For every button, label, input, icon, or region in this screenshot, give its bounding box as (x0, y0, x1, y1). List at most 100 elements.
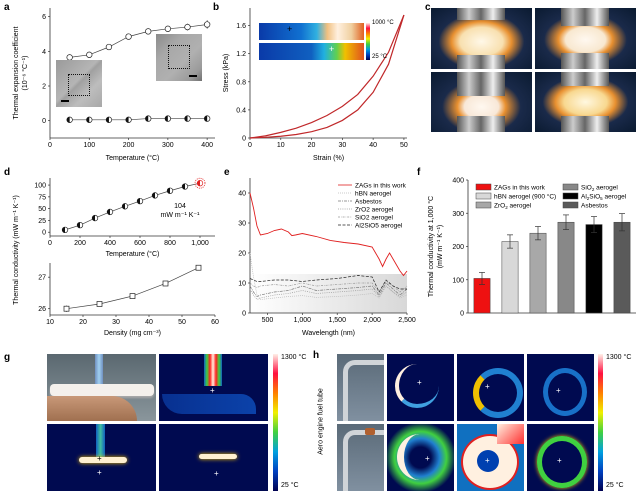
chart-d-bottom-x-tick-label: 50 (178, 319, 186, 326)
panel-label-b: b (213, 2, 220, 13)
chart-e-legend-label: SiO2 aerogel (355, 215, 393, 222)
chart-a-point (125, 33, 132, 40)
chart-f-legend-label: ZAGs in this work (494, 185, 546, 192)
chart-e-xlabel: Wavelength (nm) (302, 330, 355, 337)
chart-a-xlabel: Temperature (°C) (106, 154, 160, 162)
chart-e-y-tick-label: 40 (238, 191, 246, 198)
chart-e-line-0 (249, 192, 408, 277)
chart-d-bottom-x-tick-label: 40 (145, 319, 153, 326)
chart-e-line-5 (249, 275, 407, 293)
chart-d-bottom-point (162, 280, 169, 287)
chart-f-ylabel2: (mW m⁻¹ K⁻¹) (437, 225, 444, 269)
chart-f-bar (585, 224, 603, 314)
chart-e-legend-label: Al2SiO5 aerogel (355, 223, 403, 230)
chart-d-top-point-fill (197, 180, 200, 186)
chart-a-point (164, 25, 172, 32)
chart-d-bottom-x-tick-label: 10 (46, 319, 54, 326)
chart-b-x-tick-label: 20 (308, 142, 316, 149)
chart-d-top-point-fill (137, 198, 140, 204)
chart-a-line-upper (69, 24, 208, 58)
colorbar-h-max: 1300 °C (606, 354, 632, 361)
chart-e-legend-label: Asbestos (355, 199, 382, 206)
panel-label-e: e (224, 167, 230, 178)
chart-b-ylabel: Stress (kPa) (223, 54, 230, 93)
chart-a-point-fill (204, 115, 208, 122)
chart-a-point-fill (145, 115, 149, 122)
chart-b-y-tick-label: 0.4 (236, 107, 246, 114)
chart-b-y-tick-label: 1.6 (236, 23, 246, 30)
panel-label-g: g (4, 352, 11, 363)
chart-e-y-tick-label: 20 (238, 251, 246, 258)
chart-e-legend-label: ZrO2 aerogel (355, 207, 394, 214)
chart-d-bottom-x-tick-label: 30 (112, 319, 120, 326)
chart-a-point (86, 51, 93, 58)
chart-b-x-tick-label: 50 (400, 142, 408, 149)
chart-d-annotation-value: 104 (174, 203, 186, 210)
chart-d-bottom-xlabel: Density (mg cm⁻³) (104, 330, 161, 337)
chart-d-top-x-tick-label: 600 (134, 240, 146, 247)
thermal-g-3: + (159, 424, 268, 491)
chart-e-x-tick-label: 500 (262, 317, 274, 324)
chart-d-top-y-tick-label: 25 (38, 218, 46, 225)
colorbar-h-min: 25 °C (606, 482, 624, 489)
chart-f-legend-label: SiO2 aerogel (581, 185, 618, 193)
chart-a-ylabel: Thermal expansion coefficient (13, 27, 20, 120)
thermal-h-3: + (527, 354, 594, 421)
chart-d-top-xlabel: Temperature (°C) (106, 250, 160, 258)
compression-photo-1 (431, 8, 532, 69)
chart-a-point-fill (165, 115, 168, 122)
chart-d-top-point-fill (62, 227, 65, 233)
chart-e-x-tick-label: 2,000 (363, 317, 381, 324)
chart-d-top-x-tick-label: 1,000 (191, 240, 209, 247)
chart-e-x-tick-label: 1,000 (294, 317, 312, 324)
chart-e-y-tick-label: 30 (238, 221, 246, 228)
chart-a-point-fill (86, 117, 90, 123)
chart-d-top-x-tick-label: 400 (104, 240, 116, 247)
chart-d-bottom-x-tick-label: 20 (79, 319, 87, 326)
colorbar-b (366, 23, 370, 60)
chart-d-top-x-tick-label: 200 (74, 240, 86, 247)
chart-d-bottom-point (129, 293, 136, 299)
panel-label-d: d (4, 167, 11, 178)
chart-d-top-x-tick-label: 800 (164, 240, 176, 247)
colorbar-b-max: 1000 °C (372, 20, 394, 26)
hand-flame-photo (47, 354, 156, 421)
chart-b-curve-unloading (249, 14, 405, 139)
chart-e-y-tick-label: 10 (238, 281, 246, 288)
chart-b-x-tick-label: 30 (338, 142, 346, 149)
chart-e-line-1 (249, 252, 408, 300)
chart-d-bottom-point (96, 301, 103, 307)
chart-f-legend-label: Asbestos (581, 203, 608, 210)
chart-d-bottom-y-tick-label: 26 (38, 306, 46, 313)
chart-a-y-tick-label: 2 (42, 84, 46, 91)
chart-e-line-3 (249, 285, 408, 300)
chart-f-y-tick-label: 300 (452, 211, 464, 218)
chart-e-legend-label: ZAGs in this work (355, 183, 407, 190)
chart-f-bar (557, 221, 575, 314)
thermal-h-2: + (457, 354, 524, 421)
chart-d-top-y-tick-label: 75 (38, 194, 46, 201)
colorbar-b-min: 25 °C (372, 54, 388, 60)
chart-b-x-tick-label: 40 (369, 142, 377, 149)
chart-e-line-4 (249, 281, 408, 293)
chart-f-legend-swatch (562, 183, 579, 191)
chart-a-ylabel2: (10⁻⁶ °C⁻¹) (21, 56, 29, 91)
panel-label-c: c (425, 2, 431, 13)
thermal-inset-bottom: + (259, 43, 364, 60)
chart-f-y-tick-label: 200 (452, 244, 464, 251)
colorbar-g-min: 25 °C (281, 482, 299, 489)
chart-f-bar (613, 221, 631, 314)
chart-b-x-tick-label: 0 (248, 142, 252, 149)
chart-d-ylabel: Thermal conductivity (mW m⁻¹ K⁻¹) (13, 195, 20, 305)
colorbar-h (598, 354, 603, 491)
chart-d-top-point-fill (107, 209, 110, 215)
chart-d-top-point-fill (77, 222, 80, 228)
chart-b-curve-loading (249, 14, 405, 139)
chart-f-y-tick-label: 400 (452, 178, 464, 185)
chart-d-bottom-line (66, 267, 199, 310)
chart-a-x-tick-label: 300 (162, 142, 174, 149)
chart-b-xlabel: Strain (%) (313, 155, 344, 162)
chart-d-top-point-fill (167, 187, 170, 194)
chart-b-y-tick-label: 0.8 (236, 79, 246, 86)
